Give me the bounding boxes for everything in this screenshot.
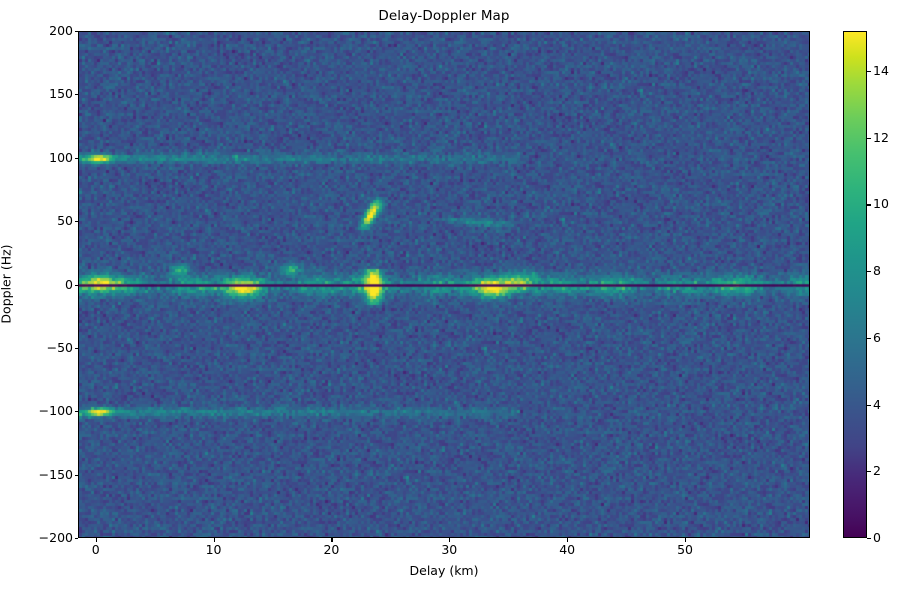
- colorbar-tick-mark: [867, 538, 871, 540]
- colorbar-tick-label: 14: [873, 62, 889, 78]
- colorbar-tick-label: 6: [873, 329, 881, 345]
- colorbar-tick-mark: [867, 204, 871, 206]
- delay-doppler-heatmap: [79, 32, 809, 537]
- x-tick-label: 40: [559, 542, 576, 557]
- colorbar[interactable]: [843, 31, 867, 538]
- colorbar-tick-label: 12: [873, 129, 889, 145]
- y-tick-mark: [74, 347, 78, 349]
- y-tick-label: −100: [38, 403, 73, 418]
- y-tick-mark: [74, 284, 78, 286]
- y-tick-mark: [74, 411, 78, 413]
- colorbar-tick-mark: [867, 471, 871, 473]
- colorbar-tick-label: 2: [873, 463, 881, 479]
- colorbar-tick-mark: [867, 271, 871, 273]
- x-axis-label: Delay (km): [409, 563, 479, 578]
- x-tick-mark: [449, 538, 451, 542]
- y-tick-label: 200: [49, 22, 73, 38]
- colorbar-tick-label: 8: [873, 262, 881, 278]
- y-tick-mark: [74, 474, 78, 476]
- y-tick-label: −200: [38, 529, 73, 545]
- y-tick-mark: [74, 221, 78, 223]
- y-tick-mark: [74, 157, 78, 159]
- y-tick-mark: [74, 94, 78, 96]
- y-tick-label: −150: [38, 466, 73, 482]
- y-tick-mark: [74, 538, 78, 540]
- colorbar-tick-mark: [867, 71, 871, 73]
- y-tick-mark: [74, 31, 78, 33]
- colorbar-tick-mark: [867, 337, 871, 339]
- colorbar-tick-mark: [867, 404, 871, 406]
- y-tick-label: 0: [65, 276, 73, 292]
- colorbar-tick-label: 4: [873, 396, 881, 412]
- x-tick-mark: [95, 538, 97, 542]
- x-tick-label: 30: [441, 542, 458, 557]
- colorbar-tick-label: 10: [873, 196, 889, 212]
- x-tick-mark: [213, 538, 215, 542]
- y-tick-label: 50: [57, 212, 73, 228]
- x-tick-label: 20: [323, 542, 340, 557]
- page-title: Delay-Doppler Map: [378, 8, 510, 24]
- x-tick-mark: [685, 538, 687, 542]
- x-tick-mark: [567, 538, 569, 542]
- y-axis-label: Doppler (Hz): [0, 244, 14, 324]
- y-tick-label: −50: [46, 339, 73, 355]
- y-tick-label: 100: [49, 149, 73, 165]
- colorbar-tick-label: 0: [873, 529, 881, 545]
- x-tick-label: 50: [677, 542, 693, 557]
- heatmap-plot-area[interactable]: [78, 31, 810, 538]
- x-tick-mark: [331, 538, 333, 542]
- x-tick-label: 10: [205, 542, 222, 557]
- colorbar-tick-mark: [867, 137, 871, 139]
- x-tick-label: 0: [91, 542, 100, 557]
- y-tick-label: 150: [49, 86, 73, 102]
